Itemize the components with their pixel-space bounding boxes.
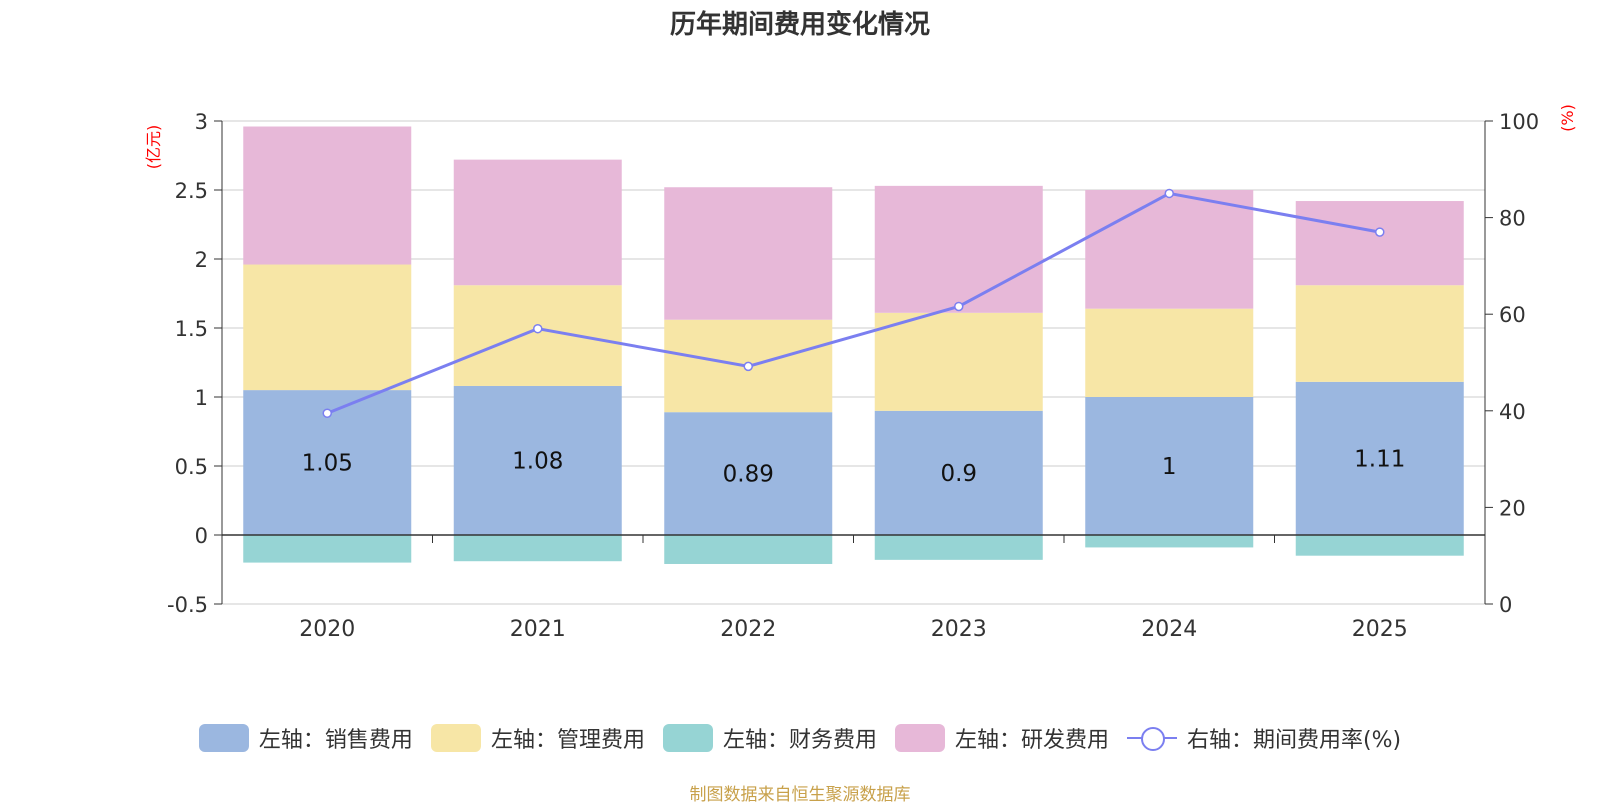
x-axis-category-label: 2024 <box>1141 617 1197 642</box>
data-source-note: 制图数据来自恒生聚源数据库 <box>689 785 911 805</box>
left-axis-tick-label: 0 <box>195 524 208 548</box>
rate-point[interactable] <box>743 361 753 372</box>
bar-segment[interactable] <box>1295 201 1464 286</box>
legend-line-marker <box>1126 724 1177 752</box>
x-axis-category-label: 2025 <box>1352 617 1408 642</box>
bar-segment[interactable] <box>453 285 622 386</box>
legend-label: 左轴：财务费用 <box>722 728 877 753</box>
gridlines <box>222 120 1485 605</box>
x-axis-category-label: 2020 <box>299 617 355 642</box>
legend-item[interactable]: 左轴：研发费用 <box>894 722 1109 754</box>
bar-segment[interactable] <box>1295 535 1464 556</box>
legend-swatch <box>430 724 481 752</box>
bar-segment[interactable] <box>453 385 622 535</box>
rate-point[interactable] <box>954 301 964 312</box>
right-axis-tick-label: 20 <box>1499 496 1526 520</box>
legend-swatch <box>894 724 945 752</box>
bar-series <box>243 126 1464 564</box>
chart-title: 历年期间费用变化情况 <box>669 10 930 40</box>
left-axis-tick-label: 1 <box>195 386 208 410</box>
right-axis-unit-label: (%) <box>1558 104 1577 132</box>
left-axis-tick-label: 1.5 <box>175 317 208 341</box>
bar-segment[interactable] <box>453 159 622 286</box>
bar-segment[interactable] <box>243 264 412 391</box>
right-axis-tick-label: 80 <box>1499 207 1526 231</box>
bar-data-labels: 1.05 1.08 0.89 0.9 1 1.11 <box>302 446 1406 487</box>
bar-segment[interactable] <box>453 535 622 562</box>
left-axis-tick-label: 0.5 <box>175 455 208 479</box>
bar-segment[interactable] <box>664 187 833 320</box>
legend-item[interactable]: 左轴：销售费用 <box>198 722 413 754</box>
bar-data-label: 0.9 <box>940 461 977 487</box>
legend-label: 左轴：管理费用 <box>490 728 645 753</box>
left-axis-tick-label: -0.5 <box>167 593 208 617</box>
legend: 左轴：销售费用 左轴：管理费用 左轴：财务费用 左轴：研发费用 右轴：期间费用率(%) <box>0 722 1600 754</box>
legend-label: 左轴：销售费用 <box>258 728 413 753</box>
bar-segment[interactable] <box>664 412 833 535</box>
bar-segment[interactable] <box>874 185 1043 313</box>
bar-segment[interactable] <box>874 410 1043 535</box>
legend-swatch <box>662 724 713 752</box>
left-axis-tick-label: 2 <box>195 248 208 272</box>
right-axis-tick-label: 0 <box>1499 593 1512 617</box>
bar-segment[interactable] <box>1295 285 1464 382</box>
legend-item[interactable]: 左轴：财务费用 <box>662 722 877 754</box>
bar-data-label: 0.89 <box>723 462 774 488</box>
left-axis-unit-label: (亿元) <box>144 125 163 170</box>
legend-label: 左轴：研发费用 <box>954 728 1109 753</box>
bar-segment[interactable] <box>1085 397 1254 535</box>
rate-point[interactable] <box>533 323 543 334</box>
left-axis-tick-label: 3 <box>195 110 208 134</box>
x-axis-category-label: 2023 <box>931 617 987 642</box>
legend-item[interactable]: 右轴：期间费用率(%) <box>1126 722 1402 754</box>
bar-segment[interactable] <box>664 535 833 564</box>
right-axis-tick-label: 60 <box>1499 303 1526 327</box>
bar-data-label: 1.11 <box>1354 446 1405 472</box>
bar-segment[interactable] <box>1085 190 1254 309</box>
chart-canvas: -0.5 0 0.5 1 1.5 2 2.5 3 0 20 40 60 80 100 2020 2021 202… <box>144 104 1577 642</box>
bar-segment[interactable] <box>243 535 412 563</box>
x-axis-category-label: 2021 <box>510 617 566 642</box>
rate-line-series <box>322 188 1385 418</box>
right-axis-tick-label: 100 <box>1499 110 1539 134</box>
legend-label: 右轴：期间费用率(%) <box>1186 728 1402 753</box>
bar-data-label: 1 <box>1162 454 1177 480</box>
legend-swatch <box>198 724 249 752</box>
rate-point[interactable] <box>1375 227 1385 237</box>
legend-item[interactable]: 左轴：管理费用 <box>430 722 645 754</box>
bar-segment[interactable] <box>243 126 412 265</box>
bar-segment[interactable] <box>1085 535 1254 548</box>
bar-data-label: 1.05 <box>302 451 353 477</box>
rate-line <box>326 191 1381 415</box>
bar-segment[interactable] <box>874 312 1043 411</box>
bar-segment[interactable] <box>1085 308 1254 397</box>
axes: -0.5 0 0.5 1 1.5 2 2.5 3 0 20 40 60 80 100 2020 2021 202… <box>167 110 1539 642</box>
rate-point[interactable] <box>322 408 332 418</box>
bar-segment[interactable] <box>1295 381 1464 535</box>
rate-point[interactable] <box>1164 188 1174 199</box>
left-axis-tick-label: 2.5 <box>175 179 208 203</box>
bar-segment[interactable] <box>874 535 1043 560</box>
x-axis-category-label: 2022 <box>720 617 776 642</box>
bar-data-label: 1.08 <box>512 448 563 474</box>
right-axis-tick-label: 40 <box>1499 400 1526 424</box>
